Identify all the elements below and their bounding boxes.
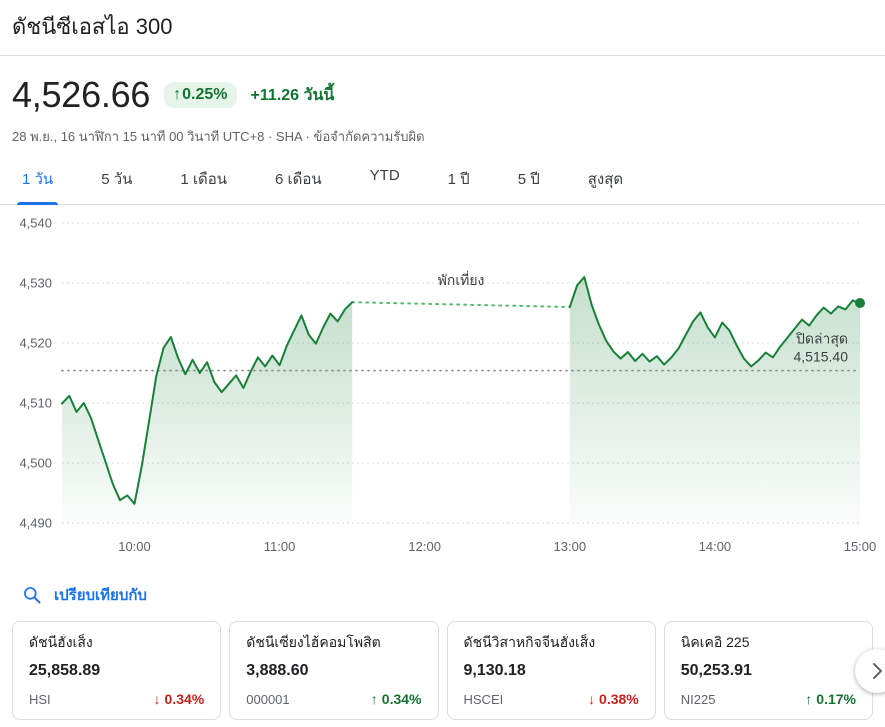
current-price: 4,526.66 [12,74,151,115]
scroll-next-button[interactable] [855,648,885,693]
tab-ytd[interactable]: YTD [369,167,400,184]
tab-5-days[interactable]: 5 วัน [101,171,133,188]
svg-text:4,490: 4,490 [19,516,52,531]
index-name: นิคเคอิ 225 [680,634,750,650]
svg-text:4,540: 4,540 [19,216,52,231]
compare-cards: ดัชนีฮั่งเส็ง 25,858.89 HSI ↓ 0.34% ดัชนี… [0,621,885,720]
index-name: ดัชนีฮั่งเส็ง [29,634,93,650]
up-arrow-icon: ↑ [173,86,182,103]
change-percent: 0.34% [164,691,205,707]
down-arrow-icon: ↓ [588,691,596,707]
index-price: 3,888.60 [246,662,309,679]
range-tabs: 1 วัน 5 วัน 1 เดือน 6 เดือน YTD 1 ปี 5 ป… [0,159,885,205]
tab-1-day[interactable]: 1 วัน [16,159,59,205]
down-arrow-icon: ↓ [153,691,161,707]
svg-text:11:00: 11:00 [264,539,296,554]
index-change: ↑ 0.34% [371,691,422,707]
compare-with-label: เปรียบเทียบกับ [54,587,147,604]
disclaimer-link[interactable]: ข้อจำกัดความรับผิด [313,129,425,144]
svg-text:พักเที่ยง: พักเที่ยง [438,271,485,288]
svg-text:4,515.40: 4,515.40 [794,349,849,365]
svg-text:13:00: 13:00 [554,539,587,554]
compare-card-hsi[interactable]: ดัชนีฮั่งเส็ง 25,858.89 HSI ↓ 0.34% [12,621,222,720]
change-amount-today: +11.26 วันนี้ [250,86,335,104]
index-name: ดัชนีเซี่ยงไฮ้คอมโพสิต [246,634,381,650]
svg-text:4,520: 4,520 [19,336,52,351]
change-percent-value: 0.25% [182,86,228,103]
change-percent: 0.38% [599,691,639,707]
svg-text:14:00: 14:00 [699,539,732,554]
index-change: ↓ 0.38% [588,691,639,707]
compare-with-button[interactable]: เปรียบเทียบกับ [0,565,159,607]
index-ticker: 000001 [246,691,290,707]
index-price: 9,130.18 [463,662,526,679]
header-divider [0,55,885,56]
compare-card-nikkei-225[interactable]: นิคเคอิ 225 50,253.91 NI225 ↑ 0.17% [663,621,873,720]
tab-1-month[interactable]: 1 เดือน [180,171,228,188]
tab-max[interactable]: สูงสุด [587,171,624,188]
page-title: ดัชนีซีเอสไอ 300 [12,14,173,39]
svg-text:4,510: 4,510 [19,396,52,411]
timestamp-text: 28 พ.ย., 16 นาฬิกา 15 นาที 00 วินาที UTC… [12,129,310,144]
svg-text:ปิดล่าสุด: ปิดล่าสุด [795,331,848,348]
svg-text:10:00: 10:00 [118,539,151,554]
chevron-right-icon [873,662,882,679]
tab-6-months[interactable]: 6 เดือน [275,171,322,188]
index-ticker: HSI [29,691,51,707]
tab-1-year[interactable]: 1 ปี [447,171,470,188]
tab-5-years[interactable]: 5 ปี [517,171,540,188]
change-percent: 0.17% [816,691,856,707]
change-percent: 0.34% [381,691,422,707]
search-icon [24,587,41,604]
svg-text:15:00: 15:00 [844,539,877,554]
svg-text:4,530: 4,530 [19,276,52,291]
compare-card-shanghai-composite[interactable]: ดัชนีเซี่ยงไฮ้คอมโพสิต 3,888.60 000001 ↑… [229,621,439,720]
index-price: 50,253.91 [680,662,752,679]
index-price: 25,858.89 [29,662,101,679]
index-ticker: HSCEI [463,691,504,707]
compare-card-hscei[interactable]: ดัชนีวิสาหกิจจีนฮั่งเส็ง 9,130.18 HSCEI … [446,621,656,720]
intraday-price-chart[interactable]: 4,490 4,500 4,510 4,520 4,530 4,540 10:00 11:00… [0,205,885,565]
svg-text:12:00: 12:00 [408,539,441,554]
svg-text:4,500: 4,500 [19,456,52,471]
intraday-chart-section: 4,490 4,500 4,510 4,520 4,530 4,540 10:00 11:00… [0,205,885,565]
quote-timestamp: 28 พ.ย., 16 นาฬิกา 15 นาที 00 วินาที UTC… [0,116,885,147]
change-percent-badge: ↑ 0.25% [164,82,237,108]
page-header: ดัชนีซีเอสไอ 300 [0,0,885,55]
up-arrow-icon: ↑ [805,691,813,707]
up-arrow-icon: ↑ [370,691,378,707]
quote-section: 4,526.66 ↑ 0.25% +11.26 วันนี้ 28 พ.ย., 1… [0,56,885,147]
index-change: ↑ 0.17% [805,691,856,707]
index-change: ↓ 0.34% [154,691,205,707]
index-name: ดัชนีวิสาหกิจจีนฮั่งเส็ง [463,634,596,650]
index-ticker: NI225 [680,691,716,707]
